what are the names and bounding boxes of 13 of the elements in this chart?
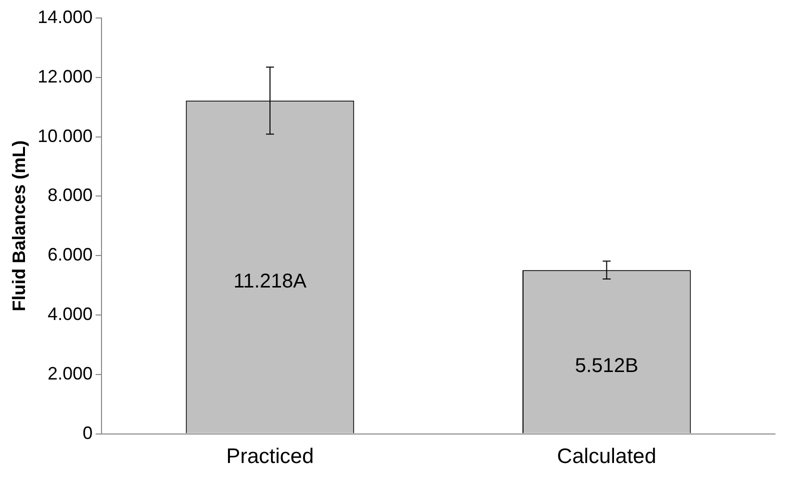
y-tick-label: 10.000 xyxy=(38,126,93,146)
x-tick-label: Practiced xyxy=(226,445,314,468)
data-label: 11.218A xyxy=(233,270,308,292)
y-tick-label: 6.000 xyxy=(48,244,93,265)
y-tick-label: 12.000 xyxy=(38,66,93,86)
y-tick-label: 0 xyxy=(82,422,93,443)
y-tick-label: 14.000 xyxy=(38,6,93,27)
x-tick-label: Calculated xyxy=(557,445,656,468)
y-axis-title: Fluid Balances (mL) xyxy=(8,140,29,312)
y-tick-label: 2.000 xyxy=(48,363,93,384)
y-tick-label: 4.000 xyxy=(48,304,93,324)
y-tick-label: 8.000 xyxy=(48,185,93,206)
data-label: 5.512B xyxy=(574,355,638,378)
